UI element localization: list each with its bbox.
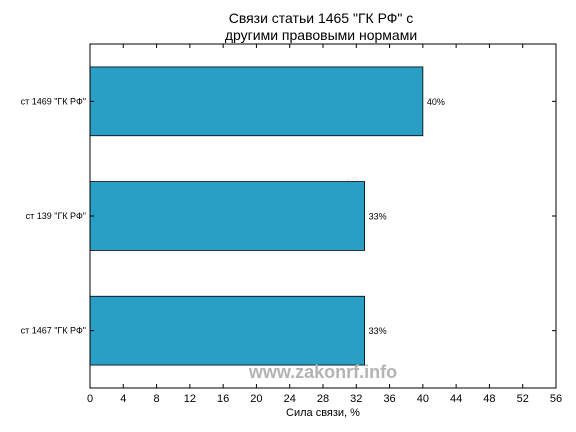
x-tick-label: 28 (317, 393, 329, 405)
axis-ticks (89, 44, 557, 388)
bar (89, 295, 366, 366)
bar-value-label: 40% (427, 97, 445, 107)
x-tick-label: 36 (383, 393, 395, 405)
x-tick-label: 44 (450, 393, 462, 405)
x-tick-label: 12 (184, 393, 196, 405)
x-tick-label: 56 (550, 393, 562, 405)
chart-title-line-2: другими правовыми нормами (225, 27, 417, 43)
chart-title: Связи статьи 1465 "ГК РФ" с другими прав… (225, 10, 417, 43)
x-tick-label: 24 (284, 393, 296, 405)
bar-value-label: 33% (369, 326, 387, 336)
category-label: ст 139 "ГК РФ" (26, 211, 86, 221)
x-tick-labels: 0 4 8 12 16 20 24 28 32 36 40 44 48 52 56 (87, 393, 562, 405)
x-tick-label: 40 (417, 393, 429, 405)
category-label: ст 1467 "ГК РФ" (21, 326, 86, 336)
bar-value-label: 33% (369, 212, 387, 222)
watermark-text: www.zakonrf.info (248, 362, 397, 382)
chart-title-line-1: Связи статьи 1465 "ГК РФ" с (229, 10, 414, 26)
x-tick-label: 16 (217, 393, 229, 405)
bar (89, 66, 424, 137)
x-tick-label: 8 (154, 393, 160, 405)
x-tick-label: 48 (483, 393, 495, 405)
bar (89, 181, 366, 251)
x-tick-label: 20 (250, 393, 262, 405)
x-axis-label: Сила связи, % (286, 407, 360, 419)
category-label: ст 1469 "ГК РФ" (21, 96, 86, 106)
category-labels: ст 1469 "ГК РФ" ст 139 "ГК РФ" ст 1467 "ГК… (21, 96, 86, 335)
x-tick-label: 52 (517, 393, 529, 405)
x-tick-label: 0 (87, 393, 93, 405)
x-tick-label: 4 (120, 393, 126, 405)
bars: 40% 33% 33% (89, 66, 445, 366)
x-tick-label: 32 (350, 393, 362, 405)
